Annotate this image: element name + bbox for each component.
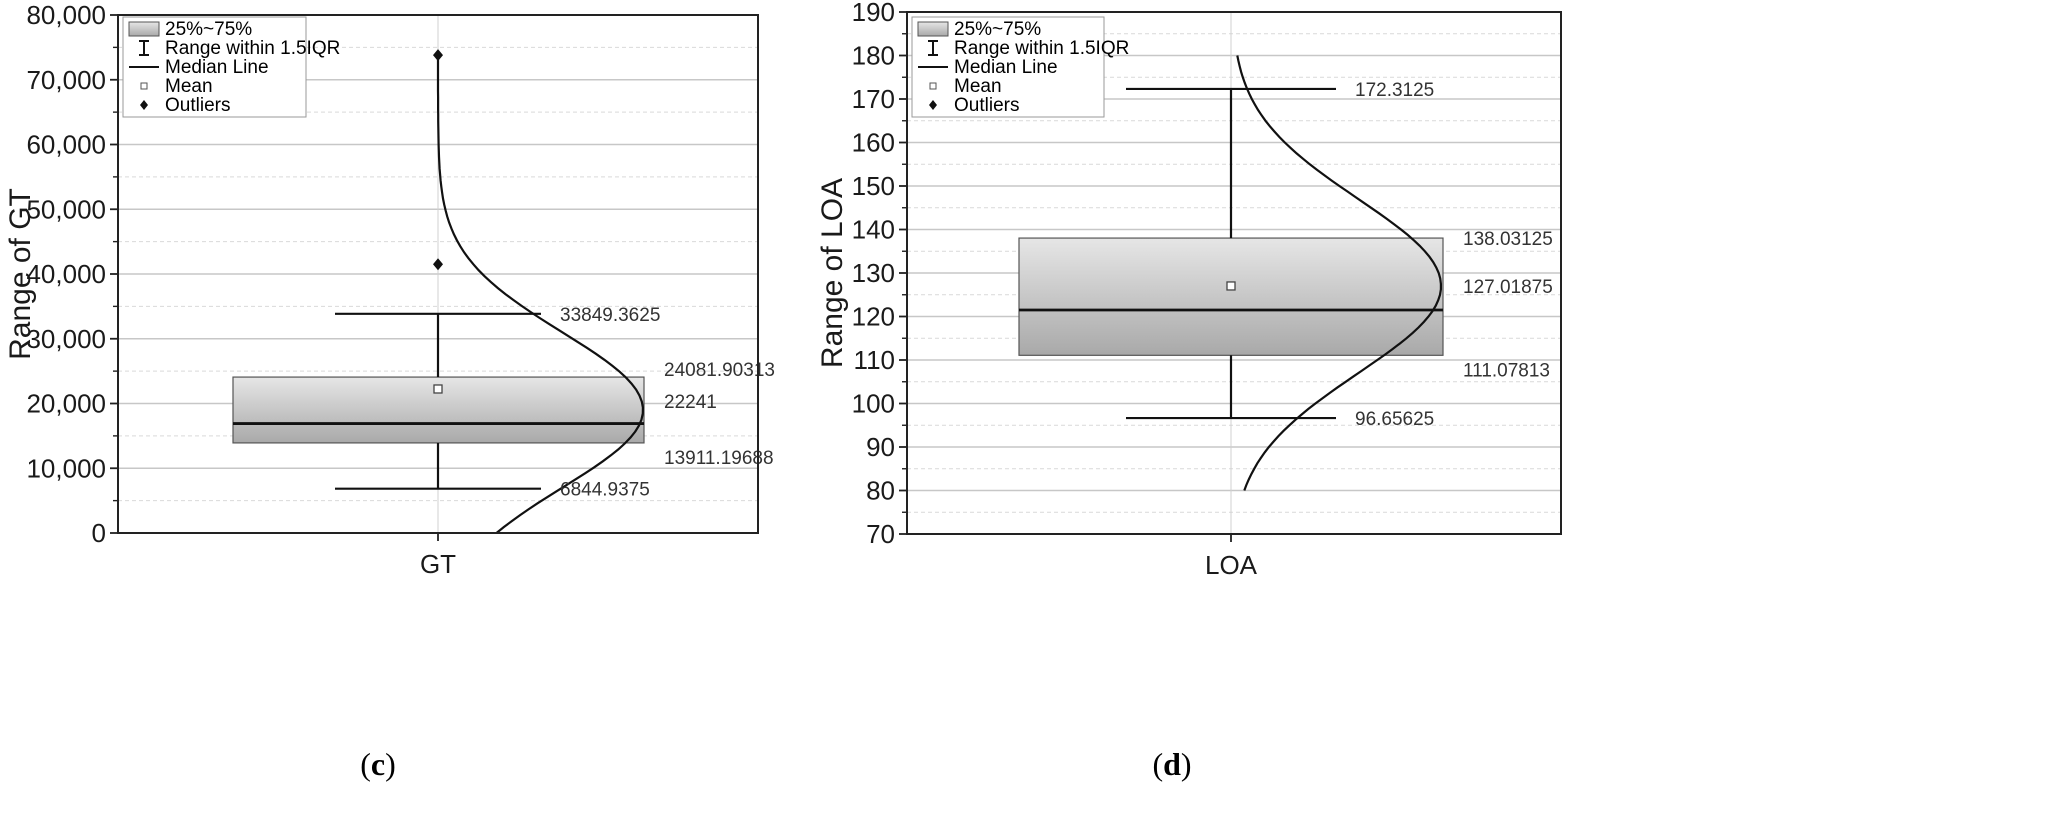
y-tick-label: 80 [866, 476, 895, 506]
legend-label: 25%~75% [954, 19, 1041, 40]
x-tick-label: GT [420, 549, 456, 579]
annotation-label: 111.07813 [1463, 360, 1550, 381]
legend-label: Mean [165, 76, 213, 97]
legend-label: Median Line [954, 57, 1058, 78]
legend-label: Outliers [954, 95, 1019, 116]
chart-panel-gt: 33849.3625 24081.90313 22241 13911.19688 684… [4, 0, 775, 782]
outlier-point [433, 258, 443, 271]
legend-label: Mean [954, 76, 1002, 97]
y-tick-label: 70,000 [26, 65, 106, 95]
y-tick-label: 100 [852, 389, 895, 419]
annotation-label: 22241 [664, 392, 717, 413]
y-tick-label: 0 [92, 518, 106, 548]
y-tick-label: 40,000 [26, 259, 106, 289]
panel-caption: (d) [1152, 746, 1191, 782]
legend-outlier-swatch [140, 100, 148, 110]
y-tick-label: 60,000 [26, 130, 106, 160]
mean-marker [1226, 281, 1236, 291]
annotation-label: 138.03125 [1463, 229, 1553, 250]
legend-box-swatch [128, 21, 160, 37]
y-tick-label: 170 [852, 84, 895, 114]
x-tick-label: LOA [1205, 550, 1258, 580]
y-tick-label: 150 [852, 171, 895, 201]
y-tick-label: 120 [852, 302, 895, 332]
y-tick-label: 30,000 [26, 324, 106, 354]
y-tick-label: 70 [866, 519, 895, 549]
y-tick-label: 140 [852, 215, 895, 245]
annotation-label: 13911.19688 [664, 448, 774, 469]
panel-caption: (c) [360, 746, 396, 782]
distribution-curve [1236, 55, 1442, 491]
legend-mean-swatch [140, 82, 148, 90]
annotation-label: 33849.3625 [560, 305, 660, 326]
box-iqr [1018, 237, 1444, 356]
y-tick-label: 10,000 [26, 453, 106, 483]
annotation-label: 6844.9375 [560, 480, 650, 501]
legend-label: 25%~75% [165, 19, 252, 40]
y-tick-label: 130 [852, 258, 895, 288]
y-tick-label: 110 [854, 345, 895, 375]
y-tick-label: 50,000 [26, 194, 106, 224]
y-tick-label: 90 [866, 432, 895, 462]
legend-outlier-swatch [929, 100, 937, 110]
legend-mean-swatch [929, 82, 937, 90]
annotation-label: 96.65625 [1355, 409, 1434, 430]
y-tick-label: 160 [852, 128, 895, 158]
y-tick-label: 20,000 [26, 389, 106, 419]
y-axis-title: Range of LOA [816, 178, 849, 368]
y-tick-label: 80,000 [26, 0, 106, 30]
annotation-label: 172.3125 [1355, 80, 1434, 101]
legend-box-swatch [917, 21, 949, 37]
chart-panel-loa: 172.3125 138.03125 127.01875 111.07813 96.65… [816, 0, 1562, 782]
distribution-curve [436, 55, 645, 534]
legend-label: Outliers [165, 95, 230, 116]
legend-label: Range within 1.5IQR [954, 38, 1129, 59]
legend-label: Range within 1.5IQR [165, 38, 340, 59]
y-axis-title: Range of GT [4, 188, 37, 360]
annotation-label: 24081.90313 [664, 360, 775, 381]
y-tick-label: 180 [852, 41, 895, 71]
legend-label: Median Line [165, 57, 269, 78]
y-tick-label: 190 [852, 0, 895, 27]
annotation-label: 127.01875 [1463, 277, 1553, 298]
mean-marker [433, 384, 443, 394]
